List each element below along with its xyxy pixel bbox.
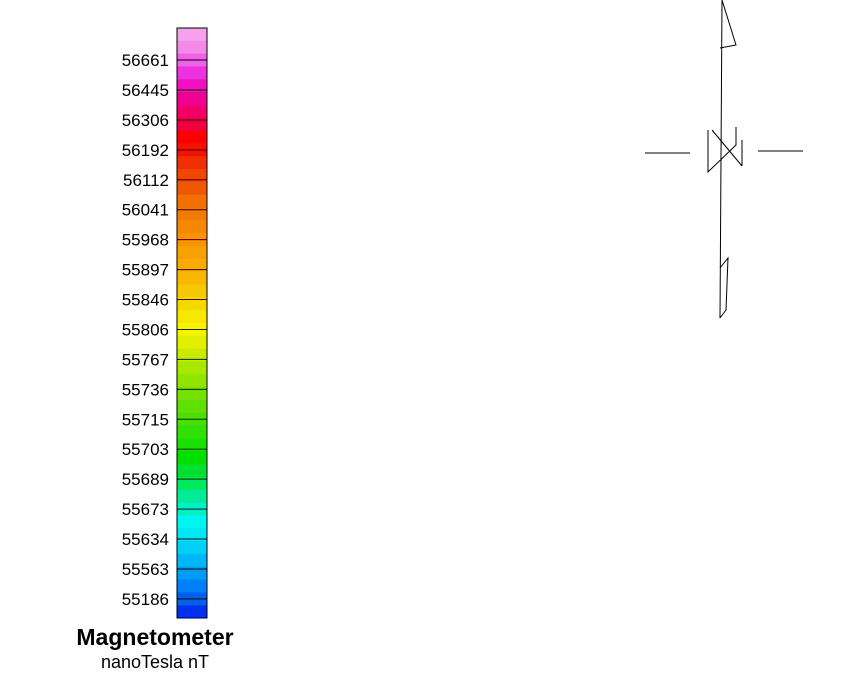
colorbar-segment — [177, 92, 207, 106]
colorbar-tick-label: 55736 — [122, 380, 169, 399]
colorbar-segment — [177, 528, 207, 542]
colorbar-segment — [177, 194, 207, 209]
colorbar-segment — [177, 66, 207, 80]
colorbar-tick-label: 55897 — [122, 261, 169, 280]
colorbar-segment — [177, 361, 207, 375]
colorbar-segment — [177, 297, 207, 311]
colorbar-segment — [177, 553, 207, 568]
colorbar-segment — [177, 374, 207, 388]
colorbar-segment — [177, 310, 207, 324]
colorbar-tick-label: 56661 — [122, 51, 169, 70]
south-tail — [719, 256, 729, 319]
colorbar-segment — [177, 181, 207, 196]
colorbar-segment — [177, 28, 207, 42]
colorbar-segment — [177, 284, 207, 298]
colorbar-tick-label: 56192 — [122, 141, 169, 160]
colorbar-segment — [177, 464, 207, 478]
colorbar-segment — [177, 40, 207, 55]
colorbar-segment — [177, 566, 207, 581]
colorbar-segment — [177, 438, 207, 452]
colorbar-segment — [177, 156, 207, 170]
north-arrow-icon — [645, 0, 803, 319]
colorbar-segment — [177, 541, 207, 555]
colorbar-segment — [177, 271, 207, 286]
colorbar-segment — [177, 130, 207, 144]
colorbar-tick-label: 55846 — [122, 291, 169, 310]
colorbar-segment — [177, 207, 207, 221]
colorbar-segment — [177, 399, 207, 414]
colorbar-tick-label: 56112 — [123, 171, 169, 190]
colorbar-segment — [177, 220, 207, 234]
colorbar-tick-label: 55186 — [122, 590, 169, 609]
north-arrow-head — [719, 0, 737, 49]
colorbar-tick-label: 55634 — [122, 530, 169, 549]
colorbar-tick-label: 55703 — [122, 440, 169, 459]
colorbar-tick-label: 55689 — [122, 470, 169, 489]
north-symbol — [707, 127, 737, 174]
colorbar-legend: 56661 56445 56306 56192 56112 56041 55968 55897… — [122, 27, 208, 619]
colorbar-segment — [177, 476, 207, 491]
colorbar-segment — [177, 104, 207, 119]
colorbar-tick-label: 56306 — [122, 111, 169, 130]
colorbar-segment — [177, 489, 207, 504]
legend-subtitle: nanoTesla nT — [100, 652, 210, 672]
colorbar-segment — [177, 348, 207, 362]
colorbar-frame — [176, 27, 208, 619]
colorbar-tick-label: 55968 — [122, 231, 169, 250]
legend-title: Magnetometer — [76, 624, 234, 650]
colorbar-segment — [177, 117, 207, 132]
colorbar-segment — [177, 451, 207, 465]
colorbar-tick-label: 55715 — [122, 410, 169, 429]
colorbar-segment — [177, 515, 207, 529]
colorbar-tick-label: 55767 — [122, 350, 169, 369]
colorbar-segment — [177, 605, 207, 619]
colorbar-tick-label: 55673 — [122, 500, 169, 519]
colorbar-tick-label: 56445 — [122, 81, 169, 100]
colorbar-segment — [177, 579, 207, 593]
colorbar-tick-label: 55563 — [122, 560, 169, 579]
colorbar-segment — [177, 246, 207, 260]
colorbar-segment — [177, 258, 207, 273]
colorbar-segment — [177, 387, 207, 401]
north-symbol-diagonal — [711, 129, 743, 167]
colorbar-tick-label: 55806 — [122, 320, 169, 339]
colorbar-tick-label: 56041 — [122, 201, 169, 220]
colorbar-segment — [177, 425, 207, 439]
colorbar-segment — [177, 79, 207, 93]
colorbar-segment — [177, 335, 207, 350]
colorbar-segment — [177, 169, 207, 183]
